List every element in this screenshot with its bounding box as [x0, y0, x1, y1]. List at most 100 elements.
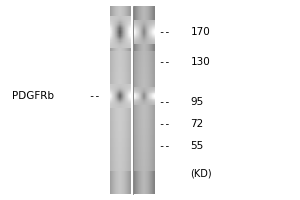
- Bar: [153, 38, 154, 39]
- Bar: [138, 102, 139, 103]
- Bar: [150, 87, 151, 88]
- Bar: [140, 102, 141, 103]
- Bar: [138, 42, 139, 43]
- Bar: [138, 94, 139, 95]
- Bar: [124, 43, 125, 44]
- Bar: [118, 43, 119, 44]
- Bar: [116, 98, 117, 99]
- Bar: [141, 37, 142, 38]
- Bar: [111, 37, 112, 38]
- Bar: [138, 22, 139, 23]
- Bar: [110, 145, 130, 147]
- Bar: [114, 20, 115, 21]
- Bar: [153, 28, 154, 29]
- Bar: [128, 86, 129, 87]
- Bar: [112, 43, 113, 44]
- Bar: [141, 30, 142, 31]
- Bar: [118, 103, 119, 104]
- Bar: [152, 88, 153, 89]
- Bar: [139, 29, 140, 30]
- Bar: [123, 89, 124, 90]
- Bar: [138, 33, 139, 34]
- Bar: [110, 128, 130, 131]
- Bar: [110, 81, 130, 84]
- Bar: [113, 87, 114, 88]
- Bar: [126, 101, 127, 102]
- Bar: [122, 91, 123, 92]
- Bar: [117, 42, 118, 43]
- Bar: [138, 101, 139, 102]
- Bar: [148, 95, 149, 96]
- Bar: [121, 90, 122, 91]
- Bar: [129, 97, 130, 98]
- Bar: [147, 30, 148, 31]
- Bar: [136, 92, 137, 93]
- Bar: [111, 39, 112, 40]
- Bar: [129, 103, 130, 104]
- Bar: [134, 58, 154, 60]
- Bar: [129, 26, 130, 27]
- Bar: [112, 21, 113, 22]
- Bar: [118, 30, 119, 31]
- Bar: [125, 90, 126, 91]
- Bar: [121, 20, 122, 21]
- Bar: [126, 39, 127, 40]
- Bar: [143, 33, 144, 34]
- Bar: [136, 30, 137, 31]
- Bar: [139, 103, 140, 104]
- Bar: [153, 41, 154, 42]
- Bar: [137, 37, 138, 38]
- Bar: [151, 30, 152, 31]
- Bar: [146, 34, 147, 35]
- Bar: [122, 36, 123, 37]
- Bar: [145, 90, 146, 91]
- Bar: [150, 90, 151, 91]
- Bar: [127, 31, 128, 32]
- Bar: [123, 6, 124, 194]
- Bar: [144, 92, 145, 93]
- Bar: [141, 103, 142, 104]
- Bar: [114, 22, 115, 24]
- Bar: [116, 39, 117, 40]
- Bar: [150, 40, 151, 41]
- Bar: [125, 33, 126, 34]
- Bar: [111, 31, 112, 32]
- Bar: [149, 26, 150, 27]
- Bar: [149, 29, 150, 30]
- Bar: [139, 42, 140, 43]
- Bar: [142, 25, 143, 26]
- Bar: [143, 39, 144, 40]
- Bar: [128, 46, 129, 48]
- Bar: [150, 33, 151, 34]
- Bar: [110, 140, 130, 142]
- Bar: [141, 95, 142, 96]
- Bar: [128, 92, 129, 93]
- Bar: [128, 30, 129, 31]
- Bar: [154, 20, 155, 21]
- Bar: [121, 91, 122, 92]
- Bar: [134, 60, 154, 62]
- Bar: [129, 86, 130, 87]
- Bar: [139, 25, 140, 26]
- Bar: [126, 105, 127, 106]
- Bar: [119, 18, 120, 19]
- Bar: [122, 105, 123, 106]
- Bar: [140, 90, 141, 91]
- Bar: [139, 87, 140, 88]
- Bar: [122, 103, 123, 104]
- Bar: [113, 24, 114, 25]
- Bar: [114, 33, 115, 34]
- Bar: [142, 31, 143, 32]
- Bar: [147, 36, 148, 37]
- Bar: [126, 31, 127, 32]
- Bar: [128, 36, 129, 37]
- Bar: [122, 106, 123, 108]
- Bar: [121, 44, 122, 45]
- Bar: [110, 53, 130, 55]
- Bar: [140, 6, 141, 194]
- Bar: [149, 93, 150, 94]
- Bar: [147, 42, 148, 43]
- Bar: [141, 6, 142, 194]
- Bar: [142, 34, 143, 35]
- Bar: [135, 88, 136, 89]
